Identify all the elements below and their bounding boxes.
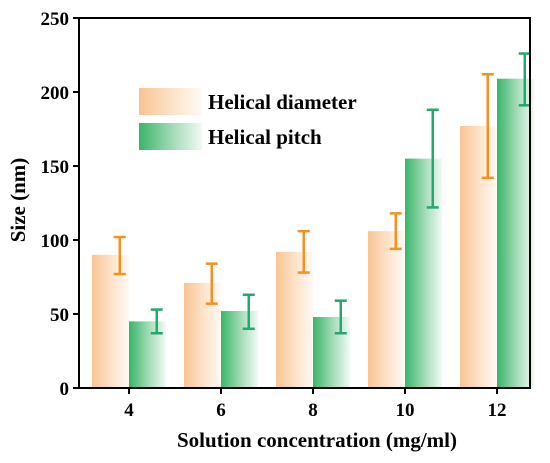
y-axis-title: Size (nm) bbox=[6, 158, 30, 243]
bar-helical-pitch-8 bbox=[313, 316, 350, 388]
bar-helical-pitch-6 bbox=[221, 311, 258, 388]
error-bar-helical-pitch-8 bbox=[334, 299, 347, 335]
x-tick-label-4: 4 bbox=[124, 400, 134, 421]
error-bar-helical-pitch-4 bbox=[150, 308, 163, 335]
y-tick-label-0: 0 bbox=[60, 379, 70, 400]
bar-helical-diameter-4 bbox=[92, 254, 129, 388]
x-tick-label-10: 10 bbox=[396, 400, 415, 421]
error-bar-helical-diameter-12 bbox=[481, 72, 494, 180]
x-tick-label-8: 8 bbox=[308, 400, 318, 421]
y-tick-label-50: 50 bbox=[50, 305, 69, 326]
error-bar-helical-diameter-4 bbox=[113, 235, 126, 276]
bar-helical-pitch-12 bbox=[497, 78, 534, 389]
error-bar-helical-pitch-10 bbox=[426, 108, 439, 209]
legend-swatch-helical-diameter bbox=[139, 88, 202, 115]
x-axis-title: Solution concentration (mg/ml) bbox=[177, 428, 457, 452]
bar-helical-diameter-6 bbox=[184, 282, 221, 388]
error-bar-helical-pitch-12 bbox=[518, 52, 531, 107]
bar-helical-pitch-4 bbox=[129, 321, 166, 388]
error-bar-helical-diameter-10 bbox=[389, 212, 402, 251]
error-bar-helical-diameter-6 bbox=[205, 262, 218, 305]
y-tick-label-250: 250 bbox=[41, 9, 70, 30]
legend: Helical diameter Helical pitch bbox=[139, 88, 357, 150]
y-tick-label-200: 200 bbox=[41, 83, 70, 104]
bar-helical-diameter-10 bbox=[368, 231, 405, 388]
legend-label-helical-pitch: Helical pitch bbox=[208, 125, 322, 149]
error-bars-layer bbox=[113, 52, 531, 335]
axes: 0 50 100 150 200 250 4 6 8 10 12 bbox=[41, 9, 531, 421]
legend-swatch-helical-pitch bbox=[139, 123, 202, 150]
plot-frame bbox=[78, 17, 531, 389]
bar-helical-diameter-8 bbox=[276, 251, 313, 388]
error-bar-helical-pitch-6 bbox=[242, 293, 255, 331]
error-bar-helical-diameter-8 bbox=[297, 229, 310, 274]
x-tick-label-6: 6 bbox=[216, 400, 226, 421]
y-tick-label-100: 100 bbox=[41, 231, 70, 252]
legend-label-helical-diameter: Helical diameter bbox=[208, 90, 357, 114]
y-tick-label-150: 150 bbox=[41, 157, 70, 178]
bar-helical-pitch-10 bbox=[405, 158, 442, 388]
bar-helical-diameter-12 bbox=[460, 126, 497, 388]
x-tick-label-12: 12 bbox=[488, 400, 507, 421]
